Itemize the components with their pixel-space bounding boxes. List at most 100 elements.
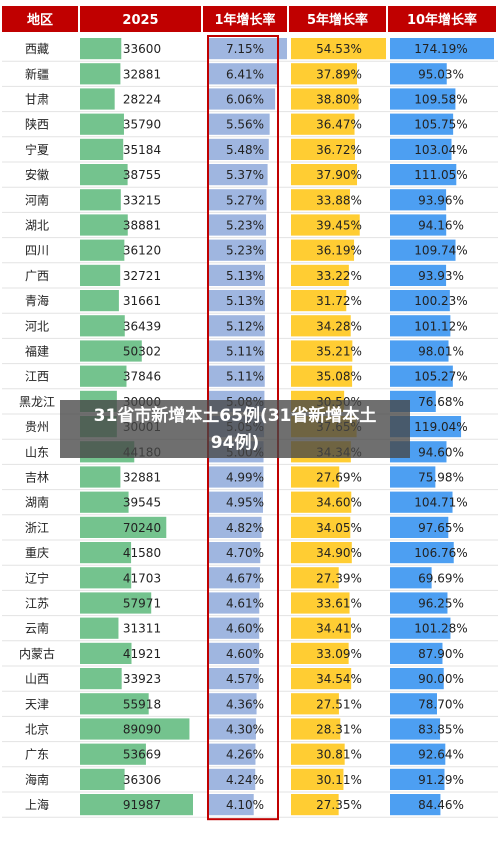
- growth-1y-bar: [209, 516, 262, 538]
- growth-1y-bar: [209, 668, 259, 690]
- region-label: 河南: [25, 192, 49, 207]
- growth-10y-label: 174.19%: [414, 42, 467, 56]
- growth-1y-label: 5.23%: [226, 219, 264, 233]
- growth-1y-label: 5.37%: [226, 168, 264, 182]
- growth-10y-bar: [390, 466, 436, 488]
- growth-5y-bar: [291, 693, 339, 715]
- growth-1y-label: 6.06%: [226, 93, 264, 107]
- value-bar: [80, 617, 119, 639]
- header-cell: [289, 6, 386, 32]
- growth-1y-label: 4.24%: [226, 773, 264, 787]
- growth-5y-bar: [291, 617, 351, 639]
- value-label: 33215: [123, 193, 161, 207]
- growth-1y-bar: [209, 491, 263, 513]
- growth-5y-bar: [291, 315, 351, 337]
- value-bar: [80, 668, 122, 690]
- header-cell: [388, 6, 496, 32]
- growth-10y-label: 93.96%: [418, 193, 464, 207]
- growth-10y-bar: [390, 290, 450, 312]
- growth-10y-label: 101.28%: [414, 622, 467, 636]
- value-bar: [80, 63, 121, 85]
- growth-10y-bar: [390, 264, 447, 286]
- growth-5y-label: 30.81%: [316, 748, 362, 762]
- growth-10y-bar: [390, 567, 432, 589]
- value-label: 37846: [123, 370, 161, 384]
- value-bar: [80, 642, 132, 664]
- region-label: 海南: [25, 772, 49, 787]
- growth-10y-label: 97.65%: [418, 521, 464, 535]
- growth-10y-label: 91.29%: [418, 773, 464, 787]
- growth-10y-bar: [390, 340, 449, 362]
- growth-5y-label: 33.88%: [316, 193, 362, 207]
- growth-1y-bar: [209, 214, 267, 236]
- growth-1y-label: 4.30%: [226, 723, 264, 737]
- growth-1y-bar: [209, 164, 268, 186]
- growth-5y-bar: [291, 113, 355, 135]
- growth-1y-bar: [209, 466, 264, 488]
- overlay-line-1: 31省市新增本土65例(31省新增本土: [93, 406, 377, 426]
- value-label: 35184: [123, 143, 161, 157]
- value-bar: [80, 768, 125, 790]
- value-bar: [80, 88, 115, 110]
- growth-10y-label: 109.74%: [414, 244, 467, 258]
- growth-1y-label: 4.82%: [226, 521, 264, 535]
- growth-10y-label: 87.90%: [418, 647, 464, 661]
- growth-1y-label: 4.10%: [226, 798, 264, 812]
- growth-1y-label: 5.23%: [226, 244, 264, 258]
- growth-5y-bar: [291, 164, 358, 186]
- header-cell: [203, 6, 287, 32]
- growth-5y-label: 39.45%: [316, 219, 362, 233]
- growth-1y-bar: [209, 340, 265, 362]
- value-label: 32881: [123, 67, 161, 81]
- region-label: 内蒙古: [19, 646, 55, 661]
- growth-5y-label: 34.41%: [316, 622, 362, 636]
- value-bar: [80, 592, 152, 614]
- growth-5y-label: 37.89%: [316, 67, 362, 81]
- header-label: 10年增长率: [407, 12, 477, 28]
- value-label: 50302: [123, 345, 161, 359]
- growth-1y-label: 5.48%: [226, 143, 264, 157]
- growth-5y-bar: [291, 668, 352, 690]
- growth-5y-label: 54.53%: [316, 42, 362, 56]
- growth-5y-bar: [291, 642, 349, 664]
- region-label: 广东: [25, 748, 49, 762]
- growth-1y-label: 5.13%: [226, 294, 264, 308]
- value-label: 36306: [123, 773, 161, 787]
- growth-5y-bar: [291, 38, 386, 60]
- region-label: 新疆: [25, 66, 49, 81]
- growth-5y-bar: [291, 516, 351, 538]
- growth-5y-label: 27.69%: [316, 471, 362, 485]
- growth-5y-bar: [291, 138, 355, 160]
- growth-5y-label: 33.22%: [316, 269, 362, 283]
- growth-5y-label: 38.80%: [316, 93, 362, 107]
- growth-1y-label: 4.99%: [226, 471, 264, 485]
- growth-1y-label: 5.13%: [226, 269, 264, 283]
- growth-1y-label: 6.41%: [226, 67, 264, 81]
- growth-5y-label: 34.05%: [316, 521, 362, 535]
- value-bar: [80, 264, 121, 286]
- growth-5y-label: 27.35%: [316, 798, 362, 812]
- region-label: 贵州: [25, 420, 49, 434]
- value-bar: [80, 315, 125, 337]
- region-label: 山西: [25, 672, 49, 686]
- value-label: 53669: [123, 748, 161, 762]
- growth-1y-label: 5.12%: [226, 319, 264, 333]
- growth-10y-label: 75.98%: [418, 471, 464, 485]
- growth-1y-label: 4.70%: [226, 546, 264, 560]
- growth-1y-label: 4.60%: [226, 622, 264, 636]
- growth-1y-bar: [209, 138, 269, 160]
- growth-10y-bar: [390, 491, 453, 513]
- value-label: 41921: [123, 647, 161, 661]
- growth-10y-bar: [390, 164, 457, 186]
- value-label: 57971: [123, 597, 161, 611]
- growth-1y-bar: [209, 38, 287, 60]
- growth-1y-bar: [209, 63, 279, 85]
- growth-10y-label: 83.85%: [418, 723, 464, 737]
- growth-5y-label: 33.61%: [316, 597, 362, 611]
- value-label: 41703: [123, 571, 161, 585]
- growth-10y-label: 103.04%: [414, 143, 467, 157]
- growth-5y-bar: [291, 239, 355, 261]
- growth-10y-label: 78.70%: [418, 697, 464, 711]
- value-label: 36439: [123, 319, 161, 333]
- growth-1y-bar: [209, 743, 256, 765]
